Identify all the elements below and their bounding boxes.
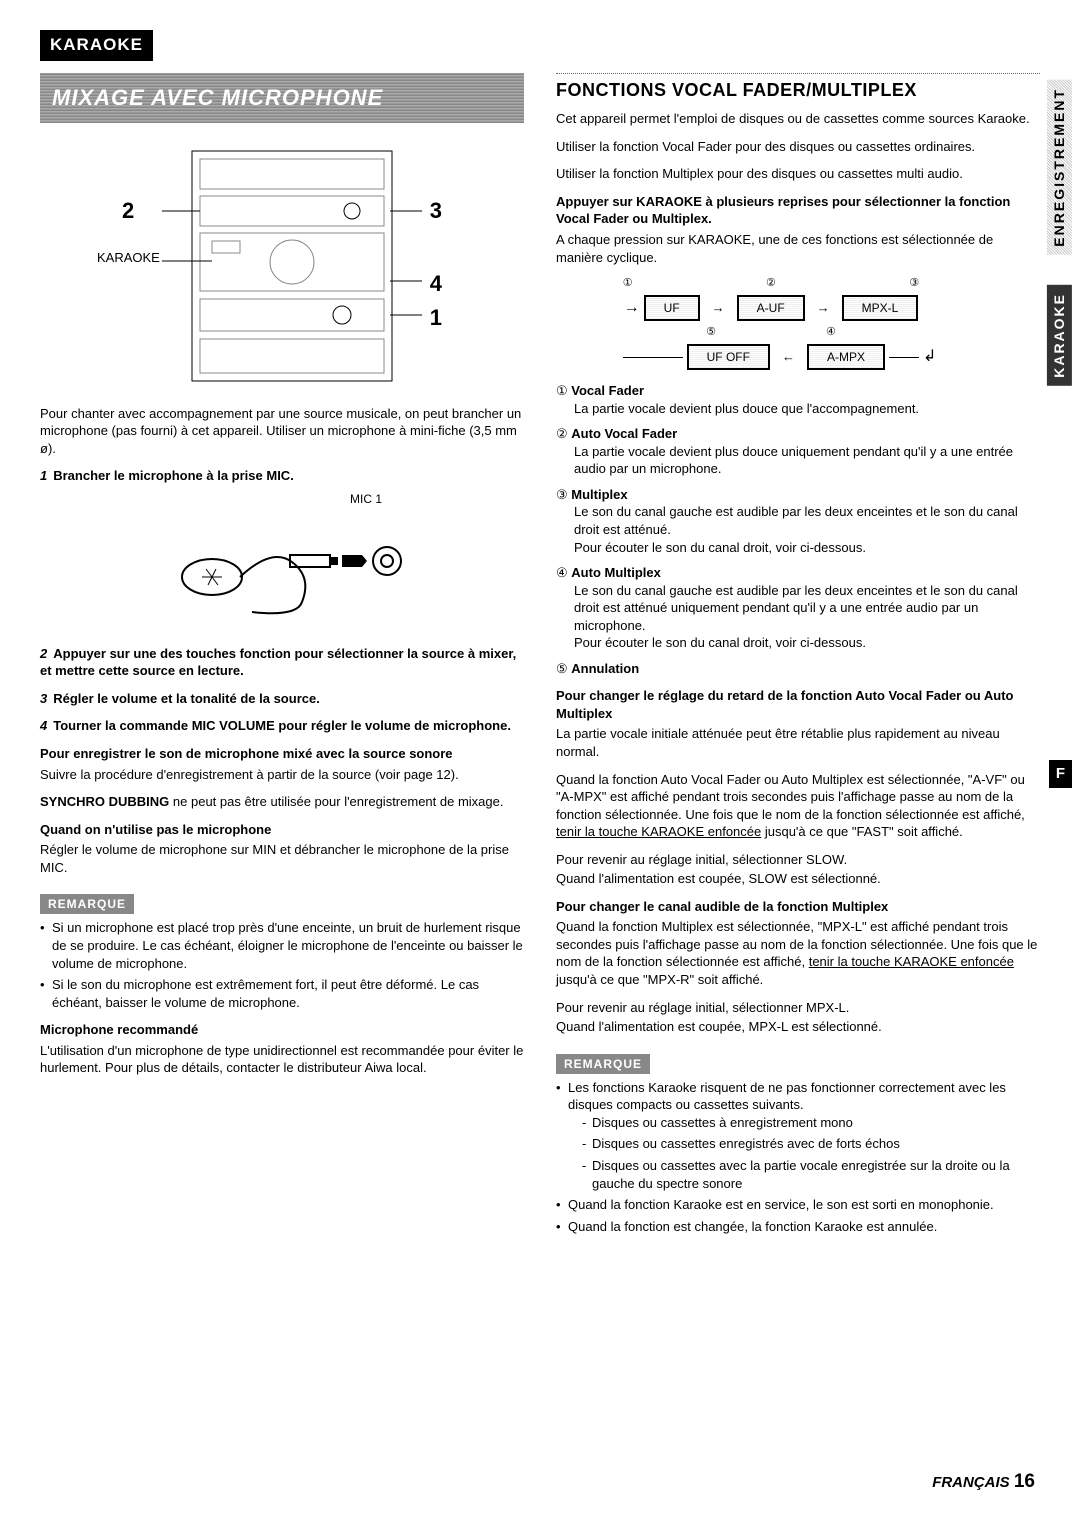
delay-head: Pour changer le réglage du retard de la … xyxy=(556,687,1040,722)
left-column: MIXAGE AVEC MICROPHONE 2 3 xyxy=(40,73,524,1243)
list-item: Disques ou cassettes enregistrés avec de… xyxy=(582,1135,1040,1153)
callout-2: 2 xyxy=(122,196,134,226)
list-item: Disques ou cassettes à enregistrement mo… xyxy=(582,1114,1040,1132)
right-margin-tabs: ENREGISTREMENT KARAOKE xyxy=(1047,80,1072,385)
tab-enregistrement: ENREGISTREMENT xyxy=(1047,80,1072,255)
chan-p3: Quand l'alimentation est coupée, MPX-L e… xyxy=(556,1018,1040,1036)
nouse-mic-p: Régler le volume de microphone sur MIN e… xyxy=(40,841,524,876)
delay-p4: Quand l'alimentation est coupée, SLOW es… xyxy=(556,870,1040,888)
page-lang-marker: F xyxy=(1049,760,1072,788)
list-item: Si le son du microphone est extrêmement … xyxy=(40,976,524,1011)
record-mix-head: Pour enregistrer le son de microphone mi… xyxy=(40,745,524,763)
mode-multiplex: ③ Multiplex Le son du canal gauche est a… xyxy=(556,486,1040,556)
left-intro: Pour chanter avec accompagnement par une… xyxy=(40,405,524,458)
mic-jack-label: MIC 1 xyxy=(152,491,412,507)
record-mix-p1: Suivre la procédure d'enregistrement à p… xyxy=(40,766,524,784)
callout-3: 3 xyxy=(430,196,442,226)
press-karaoke-p: A chaque pression sur KARAOKE, une de ce… xyxy=(556,231,1040,266)
page-footer: FRANÇAIS 16 xyxy=(932,1469,1035,1495)
mode-annulation: ⑤ Annulation xyxy=(556,660,1040,678)
recmic-head: Microphone recommandé xyxy=(40,1021,524,1039)
remarque-label-left: REMARQUE xyxy=(40,894,134,914)
step-3: 3Régler le volume et la tonalité de la s… xyxy=(40,690,524,708)
list-item: Disques ou cassettes avec la partie voca… xyxy=(582,1157,1040,1192)
callout-karaoke: KARAOKE xyxy=(97,249,160,267)
list-item: Si un microphone est placé trop près d'u… xyxy=(40,919,524,972)
device-diagram: 2 3 4 1 KARAOKE xyxy=(122,141,442,391)
karaoke-header-tag: KARAOKE xyxy=(40,30,153,61)
cycle-diagram: ①②③ → UF → A-UF → MPX-L ⑤④ → UF OFF ← A-… xyxy=(556,276,986,370)
callout-1: 1 xyxy=(430,303,442,333)
mode-vocal-fader: ① Vocal Fader La partie vocale devient p… xyxy=(556,382,1040,417)
left-section-title: MIXAGE AVEC MICROPHONE xyxy=(40,73,524,123)
press-karaoke-head: Appuyer sur KARAOKE à plusieurs reprises… xyxy=(556,193,1040,228)
right-section-title: FONCTIONS VOCAL FADER/MULTIPLEX xyxy=(556,78,1040,102)
remarque-list-left: Si un microphone est placé trop près d'u… xyxy=(40,919,524,1011)
remarque-list-right: Les fonctions Karaoke risquent de ne pas… xyxy=(556,1079,1040,1235)
step-1: 1Brancher le microphone à la prise MIC. xyxy=(40,467,524,485)
list-item: Quand la fonction Karaoke est en service… xyxy=(556,1196,1040,1214)
chan-head: Pour changer le canal audible de la fonc… xyxy=(556,898,1040,916)
delay-p3: Pour revenir au réglage initial, sélecti… xyxy=(556,851,1040,869)
delay-p2: Quand la fonction Auto Vocal Fader ou Au… xyxy=(556,771,1040,841)
right-p3: Utiliser la fonction Multiplex pour des … xyxy=(556,165,1040,183)
delay-p1: La partie vocale initiale atténuée peut … xyxy=(556,725,1040,760)
right-p1: Cet appareil permet l'emploi de disques … xyxy=(556,110,1040,128)
right-p2: Utiliser la fonction Vocal Fader pour de… xyxy=(556,138,1040,156)
recmic-p: L'utilisation d'un microphone de type un… xyxy=(40,1042,524,1077)
right-column: FONCTIONS VOCAL FADER/MULTIPLEX Cet appa… xyxy=(556,73,1040,1243)
chan-p2: Pour revenir au réglage initial, sélecti… xyxy=(556,999,1040,1017)
step-2: 2Appuyer sur une des touches fonction po… xyxy=(40,645,524,680)
list-item: Quand la fonction est changée, la foncti… xyxy=(556,1218,1040,1236)
mic-diagram: MIC 1 xyxy=(152,491,412,631)
mode-auto-vocal-fader: ② Auto Vocal Fader La partie vocale devi… xyxy=(556,425,1040,478)
step-4: 4Tourner la commande MIC VOLUME pour rég… xyxy=(40,717,524,735)
callout-4: 4 xyxy=(430,269,442,299)
mode-auto-multiplex: ④ Auto Multiplex Le son du canal gauche … xyxy=(556,564,1040,652)
chan-p1: Quand la fonction Multiplex est sélectio… xyxy=(556,918,1040,988)
tab-karaoke: KARAOKE xyxy=(1047,285,1072,386)
record-mix-p2: SYNCHRO DUBBING ne peut pas être utilisé… xyxy=(40,793,524,811)
list-item: Les fonctions Karaoke risquent de ne pas… xyxy=(556,1079,1040,1192)
nouse-mic-head: Quand on n'utilise pas le microphone xyxy=(40,821,524,839)
remarque-label-right: REMARQUE xyxy=(556,1054,650,1074)
